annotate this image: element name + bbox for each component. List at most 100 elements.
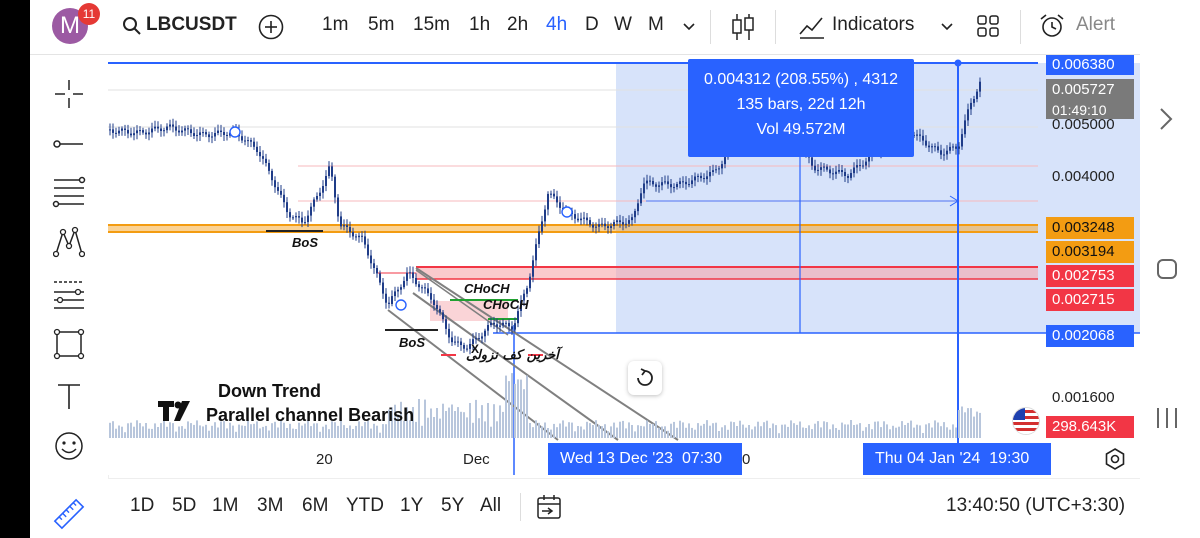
range-all[interactable]: All [480,495,502,516]
go-to-date-icon[interactable] [536,493,564,521]
layout-grid-icon[interactable] [976,14,1000,38]
start-time: 07:30 [681,450,722,467]
range-1y[interactable]: 1Y [400,495,424,516]
price-label-support: 0.002068 [1046,325,1134,347]
interval-2h[interactable]: 2h [507,14,529,35]
refresh-icon [637,368,653,386]
chevron-down-icon[interactable] [682,20,696,34]
shape-tool[interactable] [52,327,86,361]
recent-apps-icon[interactable] [1154,406,1180,430]
price-label-orange-top: 0.003248 [1046,217,1134,239]
android-nav-bar [1140,0,1200,538]
range-3m[interactable]: 3M [257,495,284,516]
price-label-current: 0.005727 [1046,79,1134,101]
range-bar: 1D 5D 1M 3M 6M YTD 1Y 5Y All 13:40:50 (U… [108,478,1140,538]
range-1m[interactable]: 1M [212,495,239,516]
rectangle-icon [53,328,85,360]
interval-w[interactable]: W [614,14,632,35]
range-6m[interactable]: 6M [302,495,329,516]
start-date: Wed 13 Dec '23 [560,450,674,467]
search-icon[interactable] [122,16,142,36]
volume-label: 298.643K [1046,416,1134,438]
x-mark: X [471,342,480,356]
clock-timezone[interactable]: 13:40:50 (UTC+3:30) [946,495,1126,516]
smiley-icon [55,432,83,460]
trendline-tool[interactable] [52,127,86,161]
chart-app: M 11 LBCUSDT 1m 5m 15m 1h 2h 4h D W M In… [30,0,1140,538]
notification-badge: 11 [78,3,100,25]
range-ytd[interactable]: YTD [346,495,384,516]
interval-m[interactable]: M [648,14,664,35]
price-label-orange-bottom: 0.003194 [1046,241,1134,263]
chevron-down-icon[interactable] [940,20,954,34]
interval-5m[interactable]: 5m [368,14,395,35]
range-5d[interactable]: 5D [172,495,197,516]
interval-15m[interactable]: 15m [413,14,450,35]
end-time: 19:30 [989,450,1030,467]
end-date: Thu 04 Jan '24 [875,450,981,467]
indicators-button[interactable]: Indicators [832,14,915,35]
tradingview-logo [158,399,200,421]
forecasting-icon [54,281,84,309]
tv-logo-icon [158,401,190,421]
fib-tool[interactable] [52,175,86,209]
fib-retracement-icon [52,176,86,208]
interval-1m[interactable]: 1m [322,14,349,35]
bos-label-1: BoS [292,235,318,250]
avatar-letter: M [60,12,80,39]
price-label-high: 0.006380 [1046,55,1134,75]
range-1d[interactable]: 1D [130,495,155,516]
top-toolbar: M 11 LBCUSDT 1m 5m 15m 1h 2h 4h D W M In… [30,0,1140,55]
measure-tooltip: 0.004312 (208.55%) , 4312 135 bars, 22d … [688,59,914,157]
line-tool-icon [53,140,83,148]
price-label-red-bottom: 0.002715 [1046,289,1134,311]
time-tick-20: 20 [316,451,333,468]
home-button-icon[interactable] [1156,258,1178,280]
time-axis[interactable]: 20 Dec 0 Wed 13 Dec '23 07:30 Thu 04 Jan… [108,443,1051,475]
chevron-right-icon[interactable] [1158,106,1174,132]
forecast-tool[interactable] [52,277,86,311]
interval-4h[interactable]: 4h [546,14,568,35]
us-flag-icon [1013,408,1039,434]
ruler-icon [53,498,85,530]
text-icon [58,384,80,409]
bos-label-2: BoS [399,335,425,350]
measure-volume: Vol 49.572M [756,121,846,138]
candlestick-icon[interactable] [730,12,756,42]
symbol-name[interactable]: LBCUSDT [146,14,237,35]
pattern-tool[interactable] [52,225,86,259]
emoji-tool[interactable] [52,429,86,463]
add-symbol-icon[interactable] [258,14,284,40]
down-trend-label: Down Trend [218,381,321,401]
time-tick-dec: Dec [463,451,490,468]
chart-pane[interactable]: BoS BoS CHoCH CHoCH X آخرین کف نزولی Dow… [108,55,1140,475]
price-scale[interactable]: 0.006380 0.005727 01:49:10 0.005000 0.00… [1012,55,1140,475]
price-label-red-top: 0.002753 [1046,265,1134,287]
crosshair-icon [55,80,83,108]
crosshair-tool[interactable] [52,77,86,111]
text-tool[interactable] [52,379,86,413]
measure-bars: 135 bars, 22d 12h [736,96,866,113]
alert-button[interactable]: Alert [1076,14,1116,35]
ruler-tool[interactable] [52,497,86,531]
measure-price-change: 0.004312 (208.55%) , 4312 [704,71,898,88]
price-tick-00016: 0.001600 [1052,389,1115,406]
interval-d[interactable]: D [585,14,599,35]
time-tick-partial: 0 [742,451,751,468]
choch-label-1: CHoCH [464,281,510,296]
time-label-start: Wed 13 Dec '23 07:30 [548,443,742,475]
reset-chart-button[interactable] [628,361,662,395]
time-label-end: Thu 04 Jan '24 19:30 [863,443,1051,475]
indicators-icon[interactable] [798,12,826,40]
range-5y[interactable]: 5Y [441,495,465,516]
interval-1h[interactable]: 1h [469,14,491,35]
alarm-clock-icon[interactable] [1038,12,1066,40]
drawing-toolbar [30,55,109,538]
choch-label-2: CHoCH [483,297,529,312]
price-tick-0005: 0.005000 [1052,119,1115,131]
bar-countdown: 01:49:10 [1046,101,1134,119]
volume-flag-icon [1012,407,1040,435]
settings-icon[interactable] [1104,448,1126,470]
parallel-channel-label: Parallel channel Bearish [206,405,415,425]
volume-bars [109,373,981,438]
